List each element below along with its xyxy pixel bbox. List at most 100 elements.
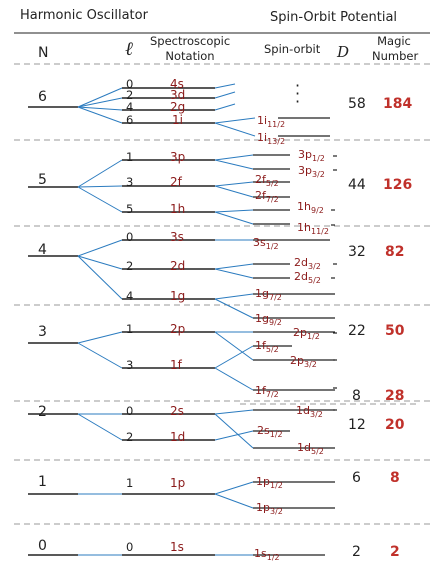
spectroscopic-header-line1: Spectroscopic [150, 34, 231, 48]
magic-number-header: Magic Number [372, 34, 419, 64]
spectroscopic-label: 3s [170, 230, 184, 244]
spectroscopic-label: 1i [172, 113, 183, 127]
split-connector [214, 298, 254, 319]
l-value: 0 [126, 230, 134, 244]
level-connector [77, 97, 123, 108]
split-connector [214, 181, 254, 187]
degeneracy-header: D [337, 43, 350, 61]
magic-number: 126 [383, 177, 413, 193]
spin-orbit-label: 2d5/2 [294, 270, 321, 286]
degeneracy-value: 58 [348, 96, 366, 112]
spin-orbit-label: 1h9/2 [297, 200, 324, 216]
magic-number: 50 [385, 323, 405, 339]
spectroscopic-label: 1g [170, 289, 186, 303]
spectroscopic-label: 2f [170, 175, 182, 189]
spectroscopic-label: 1f [170, 358, 182, 372]
split-connector [214, 122, 256, 137]
l-value: 5 [126, 202, 134, 216]
n-value: 5 [38, 172, 47, 188]
spin-orbit-label: 3p3/2 [298, 164, 325, 180]
l-value: 0 [126, 77, 134, 91]
degeneracy-value: 8 [352, 388, 361, 404]
l-value: 3 [126, 175, 134, 189]
spectroscopic-label: 1p [170, 476, 186, 490]
split-connector [214, 430, 254, 441]
spin-orbit-label: 1i11/2 [257, 114, 286, 130]
spin-orbit-label: 1i13/2 [257, 131, 286, 147]
level-connector [77, 255, 123, 300]
level-connector [77, 185, 123, 188]
split-connector [214, 91, 236, 99]
spin-orbit-label: 2p1/2 [293, 326, 320, 342]
magic-number: 28 [385, 388, 405, 404]
split-connector [214, 413, 254, 449]
spin-orbit-header: Spin-orbit [264, 42, 321, 56]
l-value: 1 [126, 322, 134, 336]
spin-orbit-label: 2f7/2 [255, 189, 279, 205]
spectroscopic-header-line2: Notation [165, 49, 215, 63]
spin-orbit-label: 2p3/2 [290, 354, 317, 370]
l-value: 2 [126, 430, 134, 444]
spectroscopic-label: 2s [170, 404, 184, 418]
spectroscopic-label: 3p [170, 150, 186, 164]
split-connector [214, 185, 254, 198]
split-connector [214, 211, 254, 225]
spectroscopic-notation-header: Spectroscopic Notation [150, 34, 230, 64]
spin-orbit-title: Spin-Orbit Potential [270, 10, 398, 25]
n-value: 2 [38, 404, 47, 420]
magic-header-line2: Number [372, 49, 419, 63]
spin-orbit-label: 1p1/2 [256, 475, 283, 491]
split-connector [214, 493, 254, 509]
split-connector [214, 409, 254, 415]
l-value: 6 [126, 113, 134, 127]
spectroscopic-label: 1h [170, 202, 186, 216]
level-connector [77, 331, 123, 344]
degeneracy-value: 6 [352, 470, 361, 486]
l-value: 4 [126, 289, 134, 303]
l-value: 3 [126, 358, 134, 372]
spin-orbit-label: 1f7/2 [255, 384, 279, 400]
spectroscopic-label: 1d [170, 430, 186, 444]
n-value: 0 [38, 538, 47, 554]
spin-orbit-label: 1g9/2 [255, 312, 282, 328]
level-connector [77, 255, 123, 270]
spin-orbit-label: 1s1/2 [254, 547, 280, 563]
n-value: 6 [38, 89, 47, 105]
level-connector [77, 186, 123, 213]
degeneracy-value: 44 [348, 177, 366, 193]
spin-orbit-label: 1f5/2 [255, 339, 279, 355]
spin-orbit-label: 1h11/2 [297, 221, 329, 237]
magic-number: 82 [385, 244, 405, 260]
level-connector [77, 413, 123, 441]
spectroscopic-label: 3d [170, 88, 186, 102]
spin-orbit-label: 1g7/2 [255, 287, 282, 303]
spin-orbit-label: 1d3/2 [296, 404, 323, 420]
spectroscopic-label: 2g [170, 100, 186, 114]
degeneracy-value: 12 [348, 417, 366, 433]
continuation-ellipsis: · · · [295, 76, 301, 111]
level-connector [77, 159, 123, 188]
split-connector [214, 209, 254, 213]
level-connector [77, 342, 123, 369]
split-connector [214, 263, 254, 270]
level-connector [77, 239, 123, 257]
l-value: 0 [126, 540, 134, 554]
spectroscopic-label: 4s [170, 77, 184, 91]
spin-orbit-label: 3s1/2 [253, 236, 279, 252]
n-column-header: N [38, 45, 49, 61]
magic-number: 8 [390, 470, 400, 486]
n-value: 1 [38, 474, 47, 490]
degeneracy-value: 22 [348, 323, 366, 339]
spectroscopic-label: 2d [170, 259, 186, 273]
l-value: 1 [126, 476, 134, 490]
magic-number: 20 [385, 417, 405, 433]
harmonic-oscillator-title: Harmonic Oscillator [20, 8, 148, 23]
split-connector [214, 83, 236, 89]
spin-orbit-label: 1d5/2 [297, 441, 324, 457]
n-value: 4 [38, 242, 47, 258]
level-connector [77, 106, 123, 111]
split-connector [214, 481, 254, 495]
spectroscopic-label: 2p [170, 322, 186, 336]
l-value: 0 [126, 404, 134, 418]
